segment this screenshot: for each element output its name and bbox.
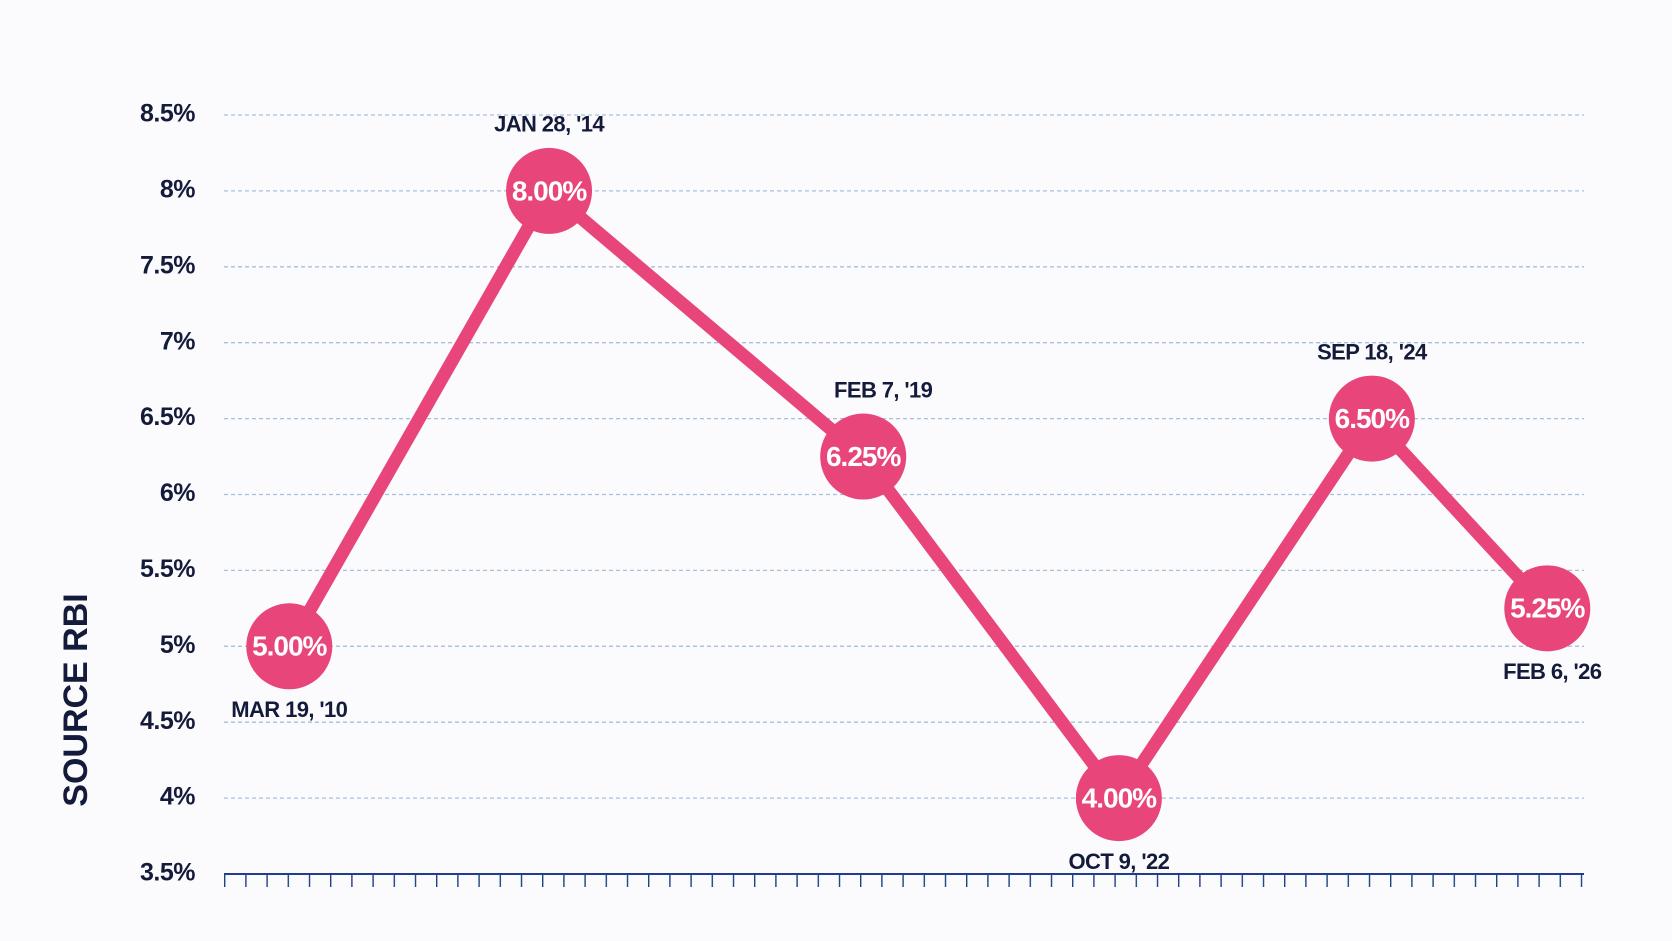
value-label: 6.50% bbox=[1335, 403, 1410, 434]
point bbox=[1328, 375, 1415, 462]
value-label: 6.25% bbox=[826, 441, 901, 472]
point bbox=[1504, 565, 1591, 652]
value-label: 4.00% bbox=[1082, 782, 1157, 813]
y-tick-label: 7% bbox=[160, 327, 195, 355]
y-tick-label: 5.5% bbox=[140, 555, 195, 583]
value-label: 8.00% bbox=[512, 175, 587, 206]
y-tick-label: 6% bbox=[160, 479, 195, 507]
y-tick-label: 4% bbox=[160, 783, 195, 811]
y-tick-label: 4.5% bbox=[140, 707, 195, 735]
point bbox=[246, 603, 333, 690]
y-axis-title: SOURCE RBI bbox=[57, 593, 95, 806]
value-label: 5.00% bbox=[252, 631, 327, 662]
y-tick-label: 6.5% bbox=[140, 403, 195, 431]
date-label: OCT 9, '22 bbox=[1069, 849, 1170, 874]
x-axis-minor-ticks bbox=[224, 874, 1584, 887]
date-label: FEB 7, '19 bbox=[834, 377, 933, 402]
y-tick-label: 5% bbox=[160, 631, 195, 659]
y-tick-label: 8.5% bbox=[140, 100, 195, 128]
y-tick-label: 7.5% bbox=[140, 251, 195, 279]
line bbox=[283, 184, 1553, 805]
date-label: FEB 6, '26 bbox=[1503, 659, 1602, 684]
point bbox=[506, 147, 593, 234]
value-label: 5.25% bbox=[1510, 593, 1585, 624]
point bbox=[1075, 755, 1162, 842]
date-label: JAN 28, '14 bbox=[494, 112, 605, 137]
y-tick-label: 8% bbox=[160, 176, 195, 204]
point bbox=[820, 413, 907, 500]
date-label: MAR 19, '10 bbox=[231, 697, 347, 722]
y-tick-label: 3.5% bbox=[140, 859, 195, 887]
date-label: SEP 18, '24 bbox=[1317, 339, 1428, 364]
